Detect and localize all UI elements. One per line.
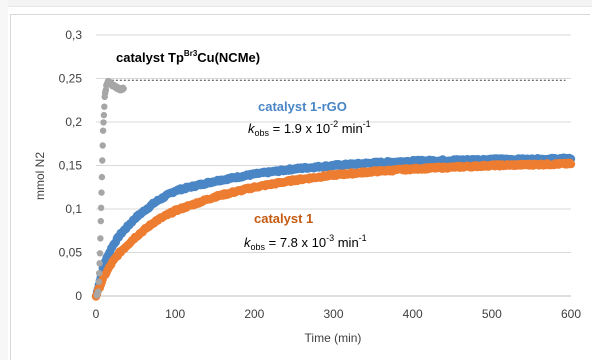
series-layer <box>91 77 576 301</box>
y-tick-label: 0,05 <box>59 246 83 260</box>
annotation-c1-k-sub: obs <box>251 242 266 252</box>
x-tick-label: 500 <box>482 307 502 321</box>
top-strip <box>0 0 592 7</box>
annotation-rgo-k-unit-exp: -1 <box>363 119 371 129</box>
annotation-rgo-kobs: kobs = 1.9 x 10-2 min-1 <box>248 119 371 138</box>
annotation-tp-catalyst: catalyst TpBr3Cu(NCMe) <box>116 49 260 65</box>
x-axis-title: Time (min) <box>305 331 362 345</box>
annotation-c1-k: k <box>244 235 252 250</box>
x-tick-label: 300 <box>323 307 343 321</box>
y-tick-label: 0,3 <box>65 28 82 42</box>
annotation-c1-k-text: = 7.8 x 10 <box>265 235 326 250</box>
left-strip <box>0 0 8 360</box>
x-tick-label: 0 <box>93 307 100 321</box>
x-tick-labels: 0 100 200 300 400 500 600 <box>93 307 582 321</box>
data-point <box>99 127 107 134</box>
annotation-rgo-k-sub: obs <box>255 128 270 138</box>
y-tick-label: 0,15 <box>59 159 83 173</box>
series-2 <box>91 158 576 301</box>
x-tick-label: 600 <box>561 307 581 321</box>
y-tick-label: 0,1 <box>65 202 82 216</box>
y-tick-label: 0,25 <box>59 72 83 86</box>
x-tick-label: 100 <box>165 307 185 321</box>
annotation-c1-k-unit-exp: -1 <box>359 233 367 243</box>
annotation-rgo-k: k <box>248 121 256 136</box>
annotation-rgo-k-exp: -2 <box>330 119 338 129</box>
data-point <box>99 157 106 164</box>
annotation-rgo-k-unit: min <box>338 121 363 136</box>
y-axis-title: mmol N2 <box>33 152 47 200</box>
y-tick-label: 0,2 <box>65 115 82 129</box>
annotation-c1-name: catalyst 1 <box>254 211 313 226</box>
data-point <box>100 111 108 119</box>
data-point <box>95 278 103 285</box>
x-tick-label: 400 <box>403 307 423 321</box>
data-point <box>97 235 104 242</box>
annotation-tp-suffix: Cu(NCMe) <box>197 50 260 65</box>
data-point <box>99 142 106 149</box>
chart-frame <box>10 14 590 360</box>
annotation-rgo-name: catalyst 1-rGO <box>258 99 347 114</box>
data-point <box>97 204 105 211</box>
data-point <box>98 173 106 181</box>
annotation-c1-k-exp: -3 <box>326 233 334 243</box>
annotation-tp-name: catalyst Tp <box>116 50 184 65</box>
data-point <box>96 260 103 267</box>
data-point <box>566 159 576 169</box>
y-tick-labels: 0 0,05 0,1 0,15 0,2 0,25 0,3 <box>59 28 83 303</box>
annotation-rgo-k-text: = 1.9 x 10 <box>269 121 330 136</box>
data-point <box>101 103 108 110</box>
annotation-c1-k-unit: min <box>334 235 359 250</box>
data-point <box>95 288 102 295</box>
y-tick-label: 0 <box>75 289 82 303</box>
data-point <box>100 119 107 126</box>
series-0 <box>93 77 127 299</box>
annotation-tp-superscript: Br3 <box>184 49 198 58</box>
data-point <box>120 85 127 92</box>
x-tick-label: 200 <box>244 307 264 321</box>
data-point <box>97 217 105 225</box>
data-point <box>98 189 105 196</box>
data-point <box>96 250 104 257</box>
annotation-c1-kobs: kobs = 7.8 x 10-3 min-1 <box>244 233 367 252</box>
data-point <box>96 270 103 277</box>
